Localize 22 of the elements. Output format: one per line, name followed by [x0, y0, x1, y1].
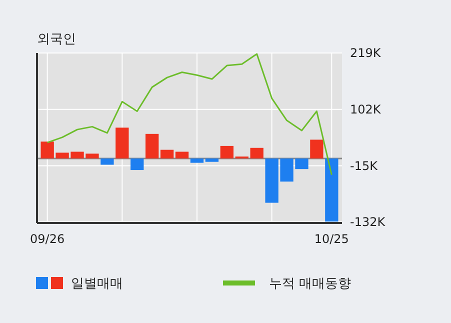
bar: [130, 158, 144, 170]
legend-label: 일별매매: [71, 276, 123, 292]
bar: [220, 146, 234, 158]
bar: [160, 150, 174, 158]
bar: [205, 158, 219, 162]
bar: [310, 140, 324, 158]
bar: [146, 134, 159, 158]
x-tick-label: 10/25: [314, 232, 349, 246]
y-tick-label: -15K: [350, 158, 379, 173]
x-tick-label: 09/26: [30, 232, 65, 246]
y-tick-label: 102K: [350, 102, 382, 117]
bar: [100, 158, 114, 165]
chart-title: 외국인: [37, 32, 76, 47]
legend-label: 누적 매매동향: [269, 276, 352, 292]
bar: [175, 152, 189, 158]
bar: [250, 148, 264, 158]
bar: [190, 158, 204, 163]
line-series: [46, 53, 332, 176]
y-tick-label: 219K: [350, 46, 382, 60]
bar: [325, 158, 338, 222]
bar: [116, 128, 129, 158]
y-tick-label: -132K: [350, 215, 386, 230]
